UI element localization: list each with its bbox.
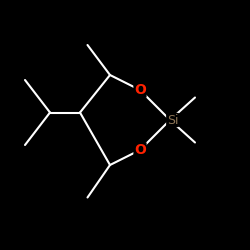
Text: O: O <box>134 83 146 97</box>
Text: Si: Si <box>167 114 178 126</box>
Text: O: O <box>134 143 146 157</box>
